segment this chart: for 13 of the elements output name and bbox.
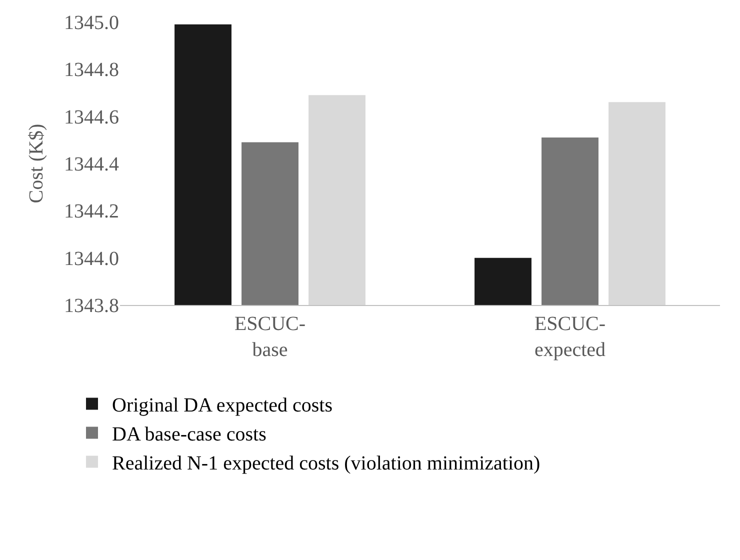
y-tick-label: 1345.0 [64,12,119,34]
y-tick-label: 1344.2 [64,200,119,223]
y-tick-label: 1344.0 [64,248,119,270]
y-tick-label: 1343.8 [64,295,119,317]
y-axis-title: Cost (K$) [26,124,48,204]
x-tick-label: ESCUC- expected [534,313,606,361]
y-tick-label: 1344.4 [64,154,119,176]
y-tick-label: 1344.6 [64,106,119,128]
legend-label: Original DA expected costs [112,394,333,417]
x-tick-label: ESCUC- base [234,313,306,361]
legend-label: DA base-case costs [112,424,267,446]
y-tick-label: 1344.8 [64,59,119,82]
legend-label: Realized N-1 expected costs (violation minimization) [112,452,540,475]
